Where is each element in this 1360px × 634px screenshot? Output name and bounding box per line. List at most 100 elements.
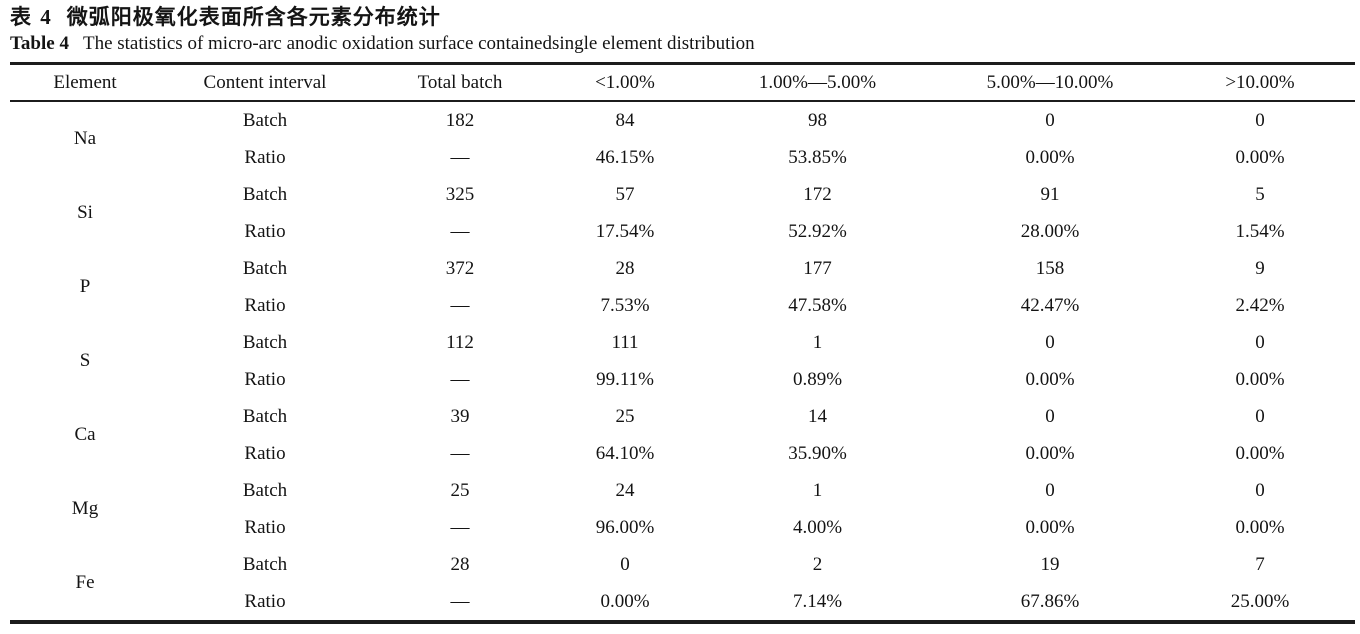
- ratio-value-cell: 64.10%: [595, 442, 655, 464]
- ratio-value-cell: 0.00%: [1025, 146, 1075, 168]
- table-title-zh-text: 微弧阳极氧化表面所含各元素分布统计: [66, 5, 441, 29]
- no-value-dash-cell: —: [450, 368, 470, 390]
- table-row-batch: S Batch 112 111 1 0 0: [10, 324, 1355, 372]
- batch-value-cell: 5: [1255, 183, 1265, 205]
- table-number-en: Table 4: [10, 33, 69, 54]
- ratio-value-cell: 35.90%: [788, 442, 847, 464]
- ratio-value-cell: 0.00%: [600, 590, 650, 612]
- table-row-batch: P Batch 372 28 177 158 9: [10, 250, 1355, 298]
- element-cell: Na: [73, 128, 97, 149]
- batch-value-cell: 24: [615, 479, 635, 501]
- no-value-dash-cell: —: [450, 294, 470, 316]
- column-header-element: Element: [53, 71, 117, 93]
- ratio-value-cell: 0.00%: [1025, 368, 1075, 390]
- table-row-batch: Si Batch 325 57 172 91 5: [10, 176, 1355, 224]
- batch-value-cell: 1: [812, 331, 823, 353]
- ratio-value-cell: 67.86%: [1020, 590, 1080, 612]
- batch-value-cell: 158: [1035, 257, 1065, 279]
- table-title-en: Table 4 The statistics of micro-arc anodi…: [10, 31, 1352, 57]
- table-row-ratio: Ratio — 0.00% 7.14% 67.86% 25.00%: [10, 583, 1355, 622]
- batch-value-cell: 25: [450, 479, 470, 501]
- column-header-1-5pct: 1.00%—5.00%: [758, 71, 877, 93]
- batch-value-cell: 2: [812, 553, 823, 575]
- batch-value-cell: 112: [446, 331, 474, 353]
- batch-value-cell: 25: [615, 405, 635, 427]
- batch-value-cell: 172: [803, 183, 832, 205]
- interval-label-ratio: Ratio: [244, 294, 286, 316]
- interval-label-ratio: Ratio: [244, 368, 286, 390]
- table-number-zh: 表 4: [10, 5, 53, 29]
- column-header-gt-10pct: >10.00%: [1225, 71, 1295, 93]
- element-cell: Si: [77, 202, 93, 223]
- ratio-value-cell: 0.89%: [792, 368, 843, 390]
- batch-value-cell: 9: [1255, 257, 1265, 279]
- batch-value-cell: 14: [808, 405, 827, 427]
- batch-value-cell: 182: [445, 109, 475, 131]
- header-row: Element Content interval Total batch <1.…: [10, 64, 1355, 101]
- batch-value-cell: 0: [1255, 109, 1265, 131]
- batch-value-cell: 39: [450, 405, 470, 427]
- table-title-zh: 表 4 微弧阳极氧化表面所含各元素分布统计: [10, 4, 1352, 31]
- ratio-value-cell: 0.00%: [1235, 516, 1285, 538]
- element-cell: S: [79, 350, 91, 371]
- interval-label-batch: Batch: [242, 553, 288, 575]
- batch-value-cell: 1: [812, 479, 823, 501]
- ratio-value-cell: 52.92%: [788, 220, 847, 242]
- table-row-ratio: Ratio — 46.15% 53.85% 0.00% 0.00%: [10, 139, 1355, 176]
- element-cell: Mg: [71, 498, 99, 519]
- no-value-dash-cell: —: [450, 220, 470, 242]
- interval-label-ratio: Ratio: [244, 220, 286, 242]
- ratio-value-cell: 7.53%: [600, 294, 650, 316]
- element-cell: P: [79, 276, 91, 297]
- batch-value-cell: 7: [1255, 553, 1265, 575]
- batch-value-cell: 19: [1040, 553, 1060, 575]
- no-value-dash-cell: —: [450, 442, 470, 464]
- interval-label-ratio: Ratio: [244, 590, 286, 612]
- batch-value-cell: 0: [1045, 405, 1055, 427]
- ratio-value-cell: 99.11%: [596, 368, 654, 390]
- table-title-en-text: The statistics of micro-arc anodic oxida…: [82, 33, 755, 54]
- interval-label-batch: Batch: [242, 405, 288, 427]
- ratio-value-cell: 28.00%: [1020, 220, 1080, 242]
- interval-label-ratio: Ratio: [244, 146, 286, 168]
- batch-value-cell: 0: [1045, 109, 1055, 131]
- ratio-value-cell: 96.00%: [595, 516, 655, 538]
- table-row-batch: Mg Batch 25 24 1 0 0: [10, 472, 1355, 520]
- interval-label-batch: Batch: [242, 331, 288, 353]
- batch-value-cell: 0: [1255, 405, 1265, 427]
- batch-value-cell: 177: [803, 257, 832, 279]
- table-row-ratio: Ratio — 99.11% 0.89% 0.00% 0.00%: [10, 361, 1355, 398]
- interval-label-batch: Batch: [242, 109, 288, 131]
- table-row-ratio: Ratio — 17.54% 52.92% 28.00% 1.54%: [10, 213, 1355, 250]
- ratio-value-cell: 4.00%: [792, 516, 843, 538]
- interval-label-ratio: Ratio: [244, 442, 286, 464]
- interval-label-batch: Batch: [242, 257, 288, 279]
- no-value-dash-cell: —: [450, 146, 470, 168]
- statistics-table: Element Content interval Total batch <1.…: [10, 62, 1355, 624]
- ratio-value-cell: 46.15%: [595, 146, 655, 168]
- ratio-value-cell: 17.54%: [595, 220, 655, 242]
- ratio-value-cell: 0.00%: [1235, 368, 1285, 390]
- batch-value-cell: 111: [611, 331, 639, 353]
- batch-value-cell: 84: [615, 109, 635, 131]
- ratio-value-cell: 2.42%: [1235, 294, 1285, 316]
- no-value-dash-cell: —: [450, 516, 470, 538]
- batch-value-cell: 57: [615, 183, 635, 205]
- no-value-dash-cell: —: [450, 590, 470, 612]
- column-header-content-interval: Content interval: [203, 71, 327, 93]
- interval-label-batch: Batch: [242, 479, 288, 501]
- batch-value-cell: 0: [1255, 479, 1265, 501]
- interval-label-batch: Batch: [242, 183, 288, 205]
- ratio-value-cell: 0.00%: [1025, 516, 1075, 538]
- table-row-batch: Na Batch 182 84 98 0 0: [10, 101, 1355, 150]
- batch-value-cell: 91: [1040, 183, 1060, 205]
- element-cell: Ca: [74, 424, 96, 445]
- ratio-value-cell: 25.00%: [1230, 590, 1290, 612]
- batch-value-cell: 325: [445, 183, 475, 205]
- batch-value-cell: 28: [615, 257, 635, 279]
- batch-value-cell: 372: [445, 257, 475, 279]
- table-row-ratio: Ratio — 96.00% 4.00% 0.00% 0.00%: [10, 509, 1355, 546]
- batch-value-cell: 0: [1255, 331, 1265, 353]
- ratio-value-cell: 0.00%: [1235, 146, 1285, 168]
